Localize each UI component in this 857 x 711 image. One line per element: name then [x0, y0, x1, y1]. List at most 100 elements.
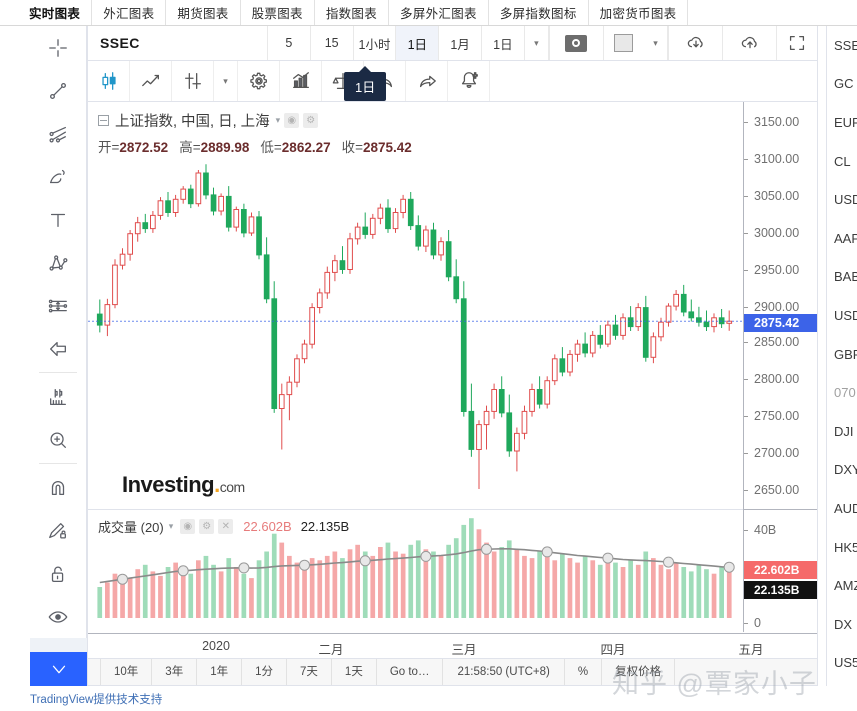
snapshot-icon[interactable]: [549, 26, 603, 60]
tradingview-attribution[interactable]: TradingView提供技术支持: [30, 694, 163, 706]
interval-1d-alt[interactable]: 1日: [482, 26, 525, 60]
series-caret-icon[interactable]: ▾: [275, 115, 281, 125]
range-7d[interactable]: 7天: [287, 659, 332, 685]
interval-5[interactable]: 5: [268, 26, 311, 60]
watchlist-panel[interactable]: SSE GC EUR CL USD AAP BAB USD GBP 070 DJ…: [826, 26, 857, 686]
text-tool-icon[interactable]: [30, 198, 87, 241]
alert-bell-icon[interactable]: [448, 61, 490, 101]
symbol-search-input[interactable]: SSEC: [88, 26, 268, 60]
chart-body[interactable]: 上证指数, 中国, 日, 上海 ▾ ◉ ⚙ 开=2872.52 高=2889.98…: [88, 102, 817, 685]
watchlist-item[interactable]: HK5: [834, 539, 857, 555]
fib-retracement-icon[interactable]: [30, 112, 87, 155]
watchlist-item[interactable]: DX: [834, 616, 853, 632]
volume-caret-icon[interactable]: ▾: [168, 521, 174, 531]
candlestick-style-icon[interactable]: [88, 61, 130, 101]
interval-more-caret[interactable]: ▾: [525, 26, 549, 60]
axis-divider: [744, 509, 817, 510]
layout-selector-icon[interactable]: [602, 26, 644, 60]
pattern-icon[interactable]: [30, 241, 87, 284]
watchlist-item[interactable]: CL: [834, 153, 851, 169]
price-pane[interactable]: 上证指数, 中国, 日, 上海 ▾ ◉ ⚙ 开=2872.52 高=2889.98…: [88, 102, 743, 508]
nav-tab-crypto[interactable]: 加密货币图表: [589, 0, 689, 25]
chart-settings-gear-icon[interactable]: [238, 61, 280, 101]
nav-tab-stocks[interactable]: 股票图表: [241, 0, 315, 25]
watchlist-item[interactable]: DJI: [834, 423, 854, 439]
percent-toggle[interactable]: %: [565, 659, 603, 685]
trend-line-icon[interactable]: [30, 69, 87, 112]
nav-tab-futures[interactable]: 期货图表: [166, 0, 241, 25]
nav-tab-indices[interactable]: 指数图表: [315, 0, 390, 25]
watchlist-item[interactable]: AUD: [834, 500, 857, 516]
watchlist-item[interactable]: GC: [834, 76, 854, 92]
volume-chart[interactable]: [88, 510, 743, 632]
line-style-icon[interactable]: [130, 61, 172, 101]
redo-icon[interactable]: [406, 61, 448, 101]
fullscreen-icon[interactable]: [776, 26, 817, 60]
cloud-load-icon[interactable]: [668, 26, 722, 60]
watchlist-item[interactable]: EUR: [834, 114, 857, 130]
watermark-dot: .: [214, 472, 220, 497]
interval-1d[interactable]: 1日: [396, 26, 440, 60]
volume-remove-icon[interactable]: ✕: [218, 519, 234, 534]
nav-tab-multi-forex[interactable]: 多屏外汇图表: [389, 0, 489, 25]
crosshair-icon[interactable]: [30, 26, 87, 69]
indicators-icon[interactable]: [172, 61, 214, 101]
magnet-icon[interactable]: [30, 466, 87, 509]
watchlist-item[interactable]: 070: [834, 385, 856, 401]
watchlist-item[interactable]: GBP: [834, 346, 857, 362]
pencil-lock-icon[interactable]: [30, 509, 87, 552]
camera-glyph: [565, 34, 588, 52]
zoom-in-icon[interactable]: [30, 418, 87, 461]
watchlist-item[interactable]: USD: [834, 307, 857, 323]
range-10y[interactable]: 10年: [100, 659, 153, 685]
time-axis[interactable]: 2020 二月 三月 四月 五月 2: [88, 633, 817, 658]
series-title[interactable]: 上证指数, 中国, 日, 上海: [115, 114, 270, 130]
interval-1h[interactable]: 1小时: [354, 26, 397, 60]
compare-icon[interactable]: [280, 61, 322, 101]
volume-settings-icon[interactable]: ⚙: [199, 519, 215, 534]
price-axis[interactable]: 3150.00 3100.00 3050.00 3000.00 2950.00 …: [743, 102, 817, 632]
volume-title[interactable]: 成交量 (20): [98, 520, 164, 535]
indicators-caret-icon[interactable]: ▾: [214, 61, 238, 101]
watchlist-item[interactable]: SSE: [834, 37, 857, 53]
measure-ruler-icon[interactable]: [30, 375, 87, 418]
volume-label-red: 22.602B: [744, 561, 817, 579]
watchlist-item[interactable]: USD: [834, 192, 857, 208]
collapse-toolbar-button[interactable]: [30, 652, 87, 686]
adjust-price-toggle[interactable]: 复权价格: [602, 659, 676, 685]
go-to-button[interactable]: Go to…: [377, 659, 444, 685]
watchlist-item[interactable]: DXY: [834, 462, 857, 478]
range-3y[interactable]: 3年: [152, 659, 198, 685]
price-tick: 2850.00: [744, 335, 817, 349]
candlestick-chart[interactable]: [88, 102, 743, 508]
nav-tab-realtime[interactable]: 实时图表: [18, 0, 93, 25]
volume-pane[interactable]: 成交量 (20) ▾ ◉ ⚙ ✕ 22.602B 22.135B: [88, 509, 743, 632]
nav-tab-forex[interactable]: 外汇图表: [92, 0, 167, 25]
time-tick: 五月: [738, 643, 764, 657]
price-tick: 2750.00: [744, 409, 817, 423]
interval-15[interactable]: 15: [311, 26, 354, 60]
eye-icon[interactable]: [30, 595, 87, 638]
collapse-pane-icon[interactable]: [98, 115, 109, 126]
watchlist-item[interactable]: BAB: [834, 269, 857, 285]
watchlist-item[interactable]: AMZ: [834, 578, 857, 594]
nav-tab-multi-indices[interactable]: 多屏指数图标: [489, 0, 589, 25]
lock-icon[interactable]: [30, 552, 87, 595]
clock-label[interactable]: 21:58:50 (UTC+8): [443, 659, 565, 685]
range-1d[interactable]: 1天: [332, 659, 377, 685]
range-1y[interactable]: 1年: [197, 659, 243, 685]
watchlist-item[interactable]: AAP: [834, 230, 857, 246]
arrow-marker-icon[interactable]: [30, 327, 87, 370]
cloud-save-icon[interactable]: [722, 26, 776, 60]
price-tick: 2700.00: [744, 446, 817, 460]
layout-caret-icon[interactable]: ▾: [644, 26, 669, 60]
brush-icon[interactable]: [30, 155, 87, 198]
watchlist-item[interactable]: US5: [834, 655, 857, 671]
toolbar-divider-2: [39, 463, 77, 464]
long-position-icon[interactable]: [30, 284, 87, 327]
interval-1mo[interactable]: 1月: [439, 26, 482, 60]
series-settings-icon[interactable]: ⚙: [303, 113, 319, 128]
series-visibility-icon[interactable]: ◉: [284, 113, 300, 128]
range-1m[interactable]: 1分: [242, 659, 288, 685]
volume-visibility-icon[interactable]: ◉: [180, 519, 196, 534]
